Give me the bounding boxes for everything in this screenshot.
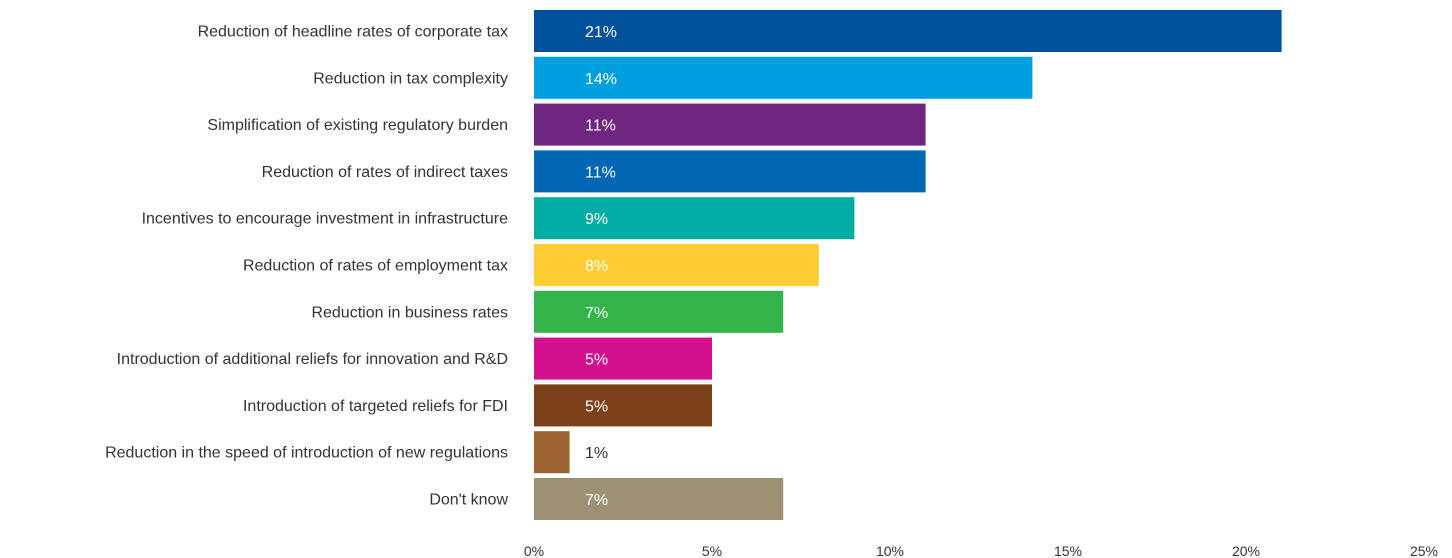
bar bbox=[534, 478, 784, 520]
data-label: 11% bbox=[585, 164, 616, 181]
bars bbox=[534, 10, 1282, 520]
category-labels: Reduction of headline rates of corporate… bbox=[105, 24, 508, 509]
category-label: Simplification of existing regulatory bu… bbox=[207, 117, 508, 134]
x-tick-label: 15% bbox=[1054, 543, 1082, 558]
data-label: 9% bbox=[585, 211, 608, 228]
data-label: 7% bbox=[585, 492, 608, 509]
data-label: 14% bbox=[585, 71, 617, 88]
x-tick-label: 25% bbox=[1410, 543, 1438, 558]
x-tick-label: 0% bbox=[524, 543, 544, 558]
data-label: 21% bbox=[585, 24, 617, 41]
bar bbox=[534, 337, 712, 380]
data-label: 5% bbox=[585, 352, 608, 369]
category-label: Don't know bbox=[429, 492, 508, 509]
x-tick-label: 5% bbox=[702, 543, 722, 558]
bar bbox=[534, 431, 570, 474]
data-label: 5% bbox=[585, 398, 608, 415]
category-label: Introduction of additional reliefs for i… bbox=[117, 351, 508, 368]
x-axis-ticks: 0% 5% 10% 15% 20% 25% bbox=[524, 543, 1438, 558]
bar bbox=[534, 103, 926, 146]
bar bbox=[534, 197, 855, 240]
x-tick-label: 20% bbox=[1232, 543, 1260, 558]
data-label: 1% bbox=[585, 445, 608, 462]
bar bbox=[534, 150, 926, 193]
bar bbox=[534, 384, 712, 427]
data-label: 7% bbox=[585, 305, 608, 322]
data-label: 11% bbox=[585, 118, 616, 135]
category-label: Reduction in business rates bbox=[311, 304, 508, 321]
category-label: Reduction of rates of indirect taxes bbox=[262, 164, 508, 181]
category-label: Reduction of rates of employment tax bbox=[243, 258, 508, 275]
data-label: 8% bbox=[585, 258, 608, 275]
category-label: Reduction of headline rates of corporate… bbox=[198, 24, 508, 41]
x-tick-label: 10% bbox=[876, 543, 904, 558]
category-label: Reduction in the speed of introduction o… bbox=[105, 445, 508, 462]
bar bbox=[534, 244, 819, 286]
category-label: Introduction of targeted reliefs for FDI bbox=[243, 398, 508, 415]
category-label: Reduction in tax complexity bbox=[313, 70, 508, 87]
bar bbox=[534, 290, 784, 333]
value-labels: 21% 14% 11% 11% 9% 8% 7% 5% 5% 1% 7% bbox=[585, 24, 617, 509]
bar bbox=[534, 56, 1033, 99]
category-label: Incentives to encourage investment in in… bbox=[142, 211, 509, 228]
bar bbox=[534, 10, 1282, 52]
